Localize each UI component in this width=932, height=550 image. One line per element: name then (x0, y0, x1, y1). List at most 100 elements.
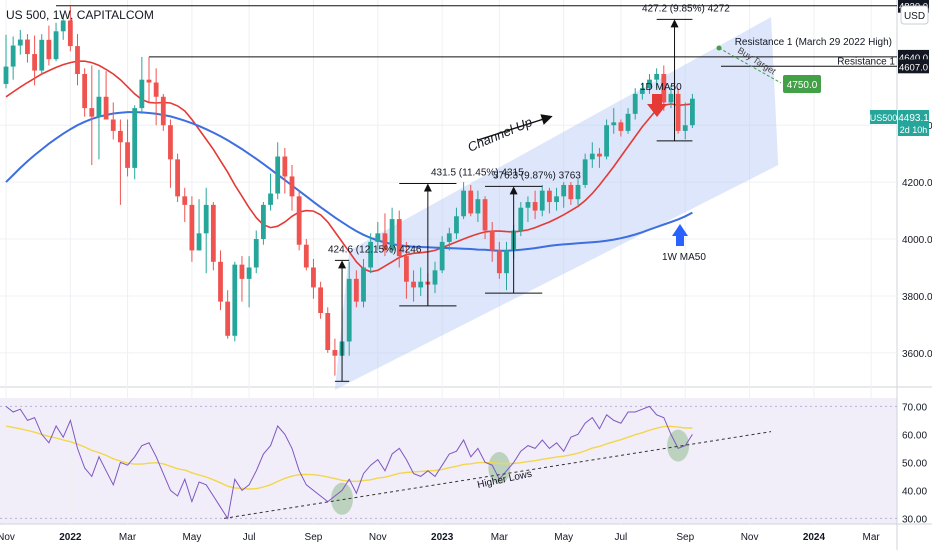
candle-body (82, 73, 88, 109)
resistance-1-label: Resistance 1 (March 29 2022 High) (735, 37, 892, 48)
rsi-trendline (223, 431, 772, 519)
symbol-badge-label: US500 (870, 113, 898, 123)
candle-body (332, 350, 338, 356)
time-tick-label: Sep (676, 532, 694, 543)
candle-body (46, 39, 52, 60)
candle-body (275, 156, 281, 194)
candle-body (668, 93, 674, 103)
time-tick-label: Jul (615, 532, 628, 543)
time-tick-label: May (182, 532, 201, 543)
candle-body (411, 281, 416, 288)
candle-body (146, 79, 152, 83)
candle-body (404, 256, 409, 282)
currency-badge[interactable]: USD (900, 5, 929, 25)
candle-body (239, 264, 245, 279)
price-tick-label: 3800.0 (902, 292, 932, 303)
candle-body (25, 39, 30, 55)
time-tick-label: Nov (0, 532, 15, 543)
candle-body (518, 207, 524, 231)
target-line (718, 47, 782, 84)
candle-body (17, 39, 23, 46)
candle-body (103, 96, 109, 120)
price-badge-label: 4607.0 (899, 62, 928, 73)
candle-body (246, 267, 252, 279)
price-tick-label: 3600.0 (902, 349, 932, 360)
price-badge-label: 4640.0 (899, 53, 928, 64)
ma-1d-line (5, 60, 693, 273)
time-tick-label: 2024 (803, 532, 826, 543)
rsi-tick-label: 70.00 (902, 402, 927, 413)
time-tick-label: Mar (863, 532, 881, 543)
candle-body (418, 281, 424, 288)
price-badge (898, 59, 929, 74)
candle-body (139, 79, 145, 109)
candle-body (132, 108, 138, 168)
last-price-badge (898, 110, 929, 136)
symbol-badge (870, 110, 897, 124)
candle-body (75, 46, 80, 74)
rsi-tick-label: 30.00 (902, 514, 927, 525)
rsi-line (5, 405, 693, 520)
candle-body (504, 250, 509, 274)
candle-body (118, 130, 123, 143)
candle-body (539, 190, 545, 211)
last-price-label: 4493.1 (898, 113, 929, 124)
measure-label: 376.3 (9.87%) 3763 (493, 170, 581, 181)
rsi-tick-label: 60.00 (902, 430, 927, 441)
candle-body (10, 45, 16, 67)
candle-body (218, 261, 223, 302)
candle-body (525, 202, 531, 208)
time-tick-label: Nov (741, 532, 759, 543)
candle-body (303, 244, 309, 268)
candle-body (346, 278, 352, 342)
candles (3, 6, 695, 376)
currency-label: USD (904, 11, 925, 22)
candle-body (611, 122, 617, 126)
candle-body (675, 93, 681, 131)
candle-body (618, 122, 624, 131)
down-arrow-icon (647, 94, 667, 117)
candle-body (160, 96, 166, 126)
candle-body (589, 153, 595, 160)
time-tick-label: 2023 (431, 532, 454, 543)
candle-body (639, 88, 645, 94)
ma-1w-label: 1W MA50 (662, 252, 706, 263)
candle-body (489, 230, 495, 251)
candle-body (604, 125, 609, 157)
candle-body (210, 204, 216, 262)
candle-body (375, 233, 381, 242)
candle-body (196, 233, 202, 251)
candle-body (325, 313, 331, 351)
candle-body (582, 159, 588, 185)
candle-body (468, 190, 474, 214)
candle-body (168, 125, 173, 160)
candle-body (53, 31, 59, 60)
candle-body (3, 66, 9, 84)
candle-body (461, 190, 466, 217)
candle-body (439, 241, 445, 271)
candle-body (382, 233, 388, 251)
candle-body (32, 54, 37, 71)
measure-label: 431.5 (11.45%) 4315 (431, 168, 524, 179)
time-tick-label: Mar (491, 532, 509, 543)
candle-body (547, 190, 552, 203)
candle-body (296, 196, 302, 245)
candle-body (225, 301, 231, 336)
candle-body (661, 73, 667, 103)
candle-body (261, 204, 266, 240)
rsi-band (0, 398, 897, 524)
measure-label: 424.6 (12.15%) 4246 (328, 244, 422, 255)
candle-body (368, 241, 374, 268)
candle-body (289, 176, 295, 197)
candle-body (253, 239, 259, 268)
higher-low-marker (488, 452, 511, 484)
candle-body (182, 196, 188, 205)
time-tick-label: Sep (305, 532, 323, 543)
target-badge-label: 4750.0 (787, 80, 818, 91)
time-tick-label: Jul (243, 532, 256, 543)
measure-label: 427.2 (9.85%) 4272 (642, 3, 730, 14)
time-tick-label: Nov (369, 532, 387, 543)
resistance-2-label: Resistance 2 (January 04 2022 High) (727, 0, 892, 1)
